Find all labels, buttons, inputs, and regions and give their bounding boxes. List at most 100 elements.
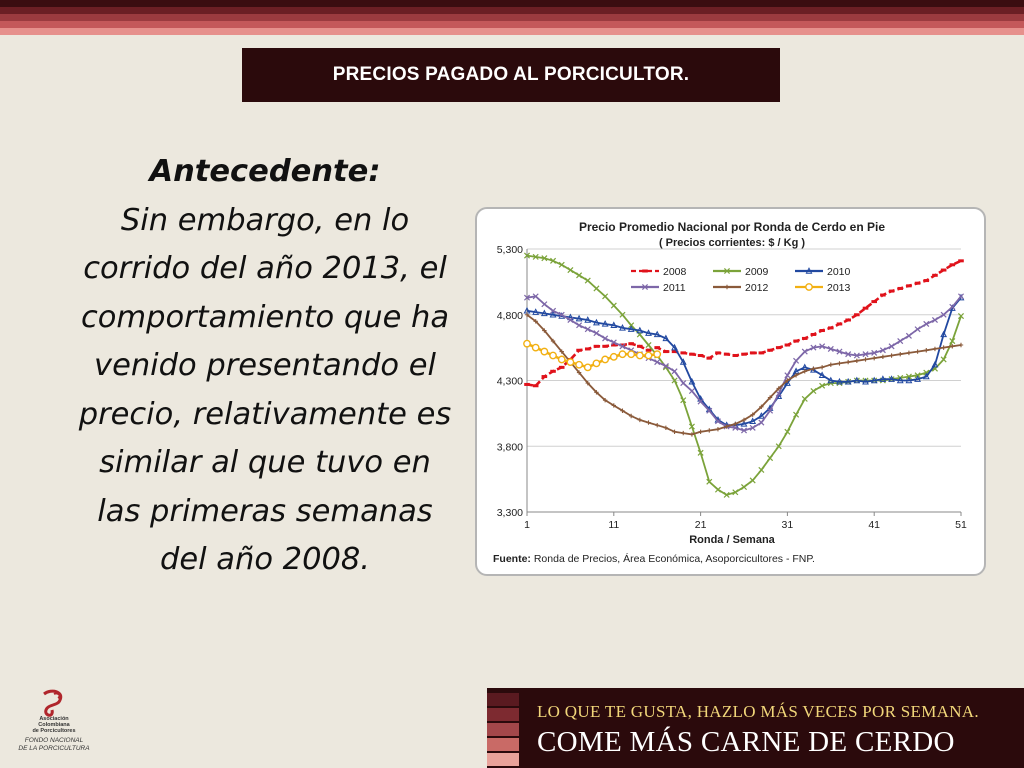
series-marker <box>602 398 608 403</box>
x-tick-label: 41 <box>868 519 880 531</box>
y-tick-label: 3,300 <box>497 507 523 519</box>
series-marker <box>601 355 610 364</box>
legend-item: 2012 <box>713 282 769 294</box>
series-marker <box>550 338 556 344</box>
series-marker <box>593 318 600 326</box>
series-marker <box>723 491 730 498</box>
top-stripes <box>0 0 1024 35</box>
series-marker <box>619 343 626 350</box>
series-marker <box>906 350 912 356</box>
series-marker <box>688 387 695 395</box>
series-marker <box>889 353 894 358</box>
series-marker <box>732 489 739 496</box>
series-marker <box>646 420 651 425</box>
stripe <box>0 0 1024 7</box>
series-marker <box>576 370 582 375</box>
series-marker <box>888 343 895 350</box>
source-label: Fuente: <box>493 553 531 565</box>
legend-label: 2012 <box>745 282 769 294</box>
y-tick-label: 4,300 <box>497 376 523 388</box>
series-marker <box>559 349 564 354</box>
series-marker <box>723 267 731 275</box>
series-marker <box>897 338 904 345</box>
series-marker <box>531 343 540 352</box>
series-marker <box>749 417 757 424</box>
legend-item: 2009 <box>713 266 769 278</box>
series-marker <box>680 380 687 387</box>
series-marker <box>707 428 712 433</box>
series-line <box>526 295 962 432</box>
series-marker <box>750 412 755 417</box>
series-marker <box>550 257 557 264</box>
series-marker <box>793 373 799 378</box>
series-marker <box>914 372 921 379</box>
series-marker <box>905 332 912 339</box>
legend-label: 2013 <box>827 282 851 294</box>
series-marker <box>523 294 531 301</box>
series-marker <box>592 359 601 368</box>
legend-label: 2010 <box>827 266 851 278</box>
series-2010 <box>523 293 965 428</box>
y-tick-label: 5,300 <box>497 244 523 256</box>
series-marker <box>871 349 878 356</box>
series-marker <box>620 408 625 413</box>
series-marker <box>922 372 930 380</box>
series-marker <box>914 326 921 333</box>
series-marker <box>641 283 649 291</box>
series-marker <box>636 326 644 334</box>
series-marker <box>645 329 652 336</box>
series-marker <box>862 351 869 358</box>
series-marker <box>609 352 618 361</box>
series-marker <box>532 293 539 300</box>
series-marker <box>879 347 886 354</box>
series-marker <box>819 343 826 350</box>
legend-label: 2008 <box>663 266 687 278</box>
series-marker <box>689 432 695 437</box>
source-text: Ronda de Precios, Área Económica, Asopor… <box>531 552 815 565</box>
series-marker <box>628 322 635 329</box>
series-marker <box>827 345 834 352</box>
series-marker <box>585 380 590 386</box>
series-marker <box>557 355 566 364</box>
series-marker <box>923 320 930 327</box>
series-marker <box>880 354 886 360</box>
series-marker <box>697 398 704 405</box>
series-marker <box>540 347 549 356</box>
series-marker <box>949 338 956 345</box>
series-marker <box>706 407 713 414</box>
series-marker <box>715 426 721 432</box>
legend-item: 2010 <box>795 266 851 278</box>
series-line <box>526 254 962 496</box>
body-line: comportamiento que ha <box>80 299 450 335</box>
series-marker <box>610 302 617 309</box>
series-marker <box>819 382 826 389</box>
series-marker <box>681 430 686 436</box>
series-marker <box>541 255 548 262</box>
series-marker <box>811 366 816 371</box>
series-marker <box>706 478 713 485</box>
series-marker <box>828 362 833 367</box>
logo-fund: FONDO NACIONAL DE LA PORCICULTURA <box>14 737 94 753</box>
body-line: venido presentando el <box>94 348 436 383</box>
series-marker <box>532 253 539 260</box>
body-line: del año 2008. <box>160 542 370 577</box>
series-marker <box>714 418 721 425</box>
series-marker <box>662 334 670 342</box>
series-marker <box>759 404 764 409</box>
series-marker <box>905 373 912 380</box>
series-marker <box>950 344 955 349</box>
series-marker <box>637 417 643 423</box>
series-marker <box>941 345 946 350</box>
series-marker <box>819 365 825 370</box>
series-marker <box>793 357 800 364</box>
legend-item: 2008 <box>631 266 687 278</box>
series-marker <box>949 303 956 310</box>
legend-label: 2009 <box>745 266 769 278</box>
chart-subtitle: ( Precios corrientes: $ / Kg ) <box>659 237 805 249</box>
series-marker <box>698 429 703 434</box>
series-marker <box>793 411 800 418</box>
series-marker <box>940 330 948 338</box>
series-marker <box>576 322 583 329</box>
series-marker <box>653 330 661 338</box>
series-marker <box>610 321 618 328</box>
